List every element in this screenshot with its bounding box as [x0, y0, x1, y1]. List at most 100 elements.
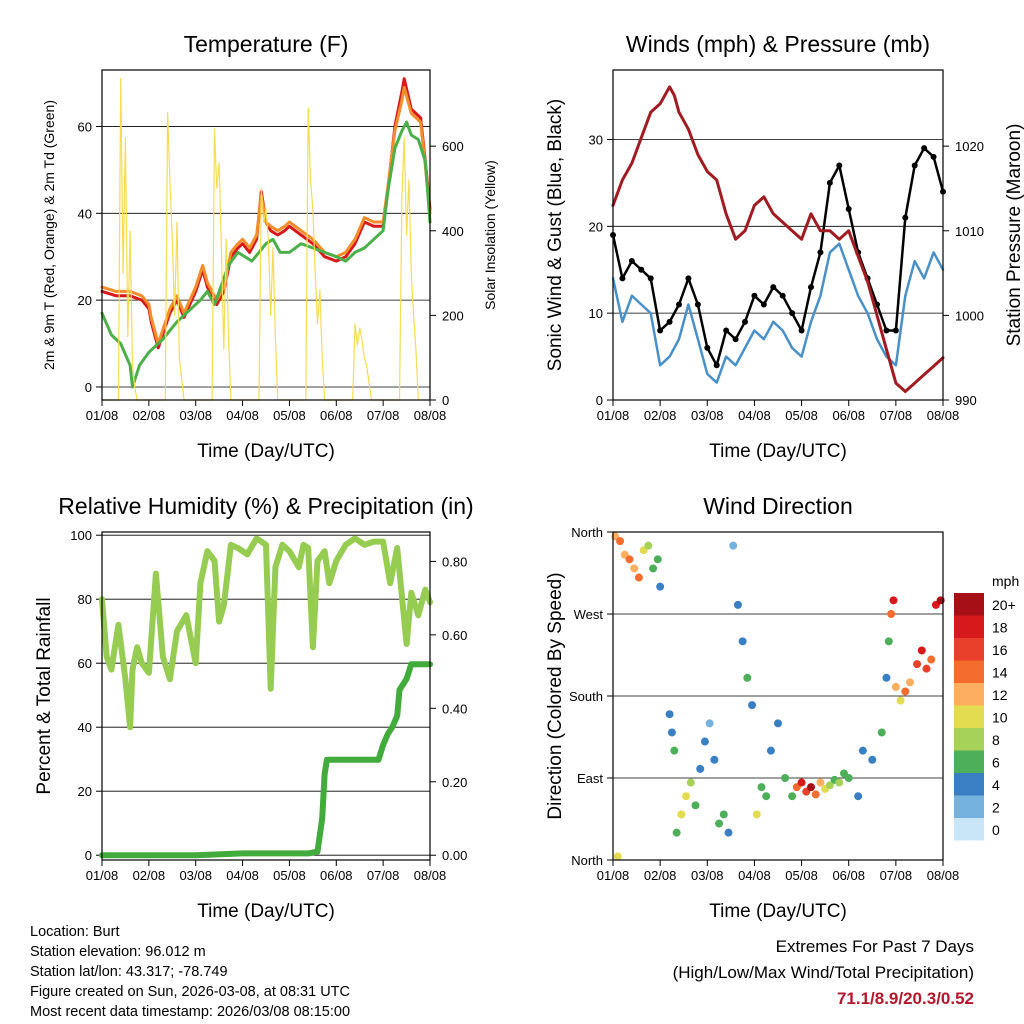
x-tick-label: 08/08 [414, 408, 447, 423]
gust-point [638, 266, 645, 273]
direction-point [884, 637, 893, 646]
plot-frame [612, 531, 944, 861]
chart-title: Relative Humidity (%) & Precipitation (i… [58, 493, 473, 519]
y-axis-label-right: Solar Insolation (Yellow) [482, 160, 498, 310]
gust-point [808, 284, 814, 291]
colorbar-label: 6 [992, 755, 1000, 771]
direction-point [670, 746, 679, 755]
y-tick-label: 40 [78, 720, 92, 735]
x-axis-label: Time (Day/UTC) [709, 901, 847, 922]
gust-point [694, 301, 701, 308]
x-tick-label: 08/08 [927, 408, 960, 423]
series-2m-td [100, 120, 432, 389]
series-relative-humidity [99, 535, 433, 731]
y-right-tick-label: 1000 [955, 308, 984, 323]
direction-point [752, 810, 761, 819]
y-tick-label: 40 [78, 206, 92, 221]
direction-point [882, 673, 891, 682]
x-tick-label: 02/08 [644, 408, 677, 423]
gust-point [789, 310, 796, 317]
y-right-tick-label: 200 [442, 308, 464, 323]
x-tick-label: 08/08 [927, 868, 960, 883]
direction-point [715, 819, 724, 828]
direction-point [807, 783, 815, 792]
plot-frame [101, 531, 431, 861]
location-text: Location: Burt [30, 924, 120, 940]
colorbar-swatch [954, 683, 984, 706]
y-tick-label: 60 [78, 656, 92, 671]
elevation-text: Station elevation: 96.012 m [30, 944, 206, 960]
colorbar-label: 12 [992, 687, 1008, 703]
x-tick-label: 07/08 [880, 868, 913, 883]
x-tick-label: 07/08 [367, 408, 400, 423]
x-tick-label: 02/08 [644, 868, 677, 883]
colorbar-swatch [954, 795, 984, 818]
colorbar-label: 4 [992, 777, 1000, 793]
x-tick-label: 04/08 [226, 408, 259, 423]
gust-point [770, 284, 777, 291]
plot-frame [612, 69, 944, 401]
x-tick-label: 01/08 [597, 868, 630, 883]
colorbar-label: 0 [992, 822, 1000, 838]
direction-point [665, 710, 674, 719]
chart-title: Temperature (F) [184, 31, 349, 57]
extremes-values: 71.1/8.9/20.3/0.52 [836, 989, 974, 1008]
colorbar-swatch [954, 773, 984, 796]
direction-point [719, 810, 728, 819]
station-info: Location: Burt Station elevation: 96.012… [30, 922, 350, 1022]
colorbar-label: 10 [992, 710, 1008, 726]
chart-title: Wind Direction [703, 493, 853, 519]
y-tick-label: 20 [78, 293, 92, 308]
gust-point [713, 362, 720, 369]
direction-point [877, 728, 886, 737]
colorbar-title: mph [992, 573, 1019, 589]
colorbar-label: 20+ [992, 597, 1016, 613]
y-right-tick-label: 0.40 [442, 701, 467, 716]
x-tick-label: 08/08 [414, 868, 447, 883]
direction-point [854, 792, 863, 801]
x-tick-label: 07/08 [367, 868, 400, 883]
y-right-tick-label: 0.00 [442, 848, 467, 863]
x-tick-label: 06/08 [832, 408, 865, 423]
gust-point [902, 214, 909, 221]
y-tick-label: 20 [78, 784, 92, 799]
colorbar-swatch [954, 705, 984, 728]
gust-point [723, 327, 730, 334]
y-axis-label-right: Station Pressure (Maroon) [1004, 124, 1024, 347]
extremes-title: Extremes For Past 7 Days [775, 937, 974, 956]
x-tick-label: 01/08 [597, 408, 630, 423]
y-right-tick-label: 0.80 [442, 554, 467, 569]
x-axis-label: Time (Day/UTC) [709, 441, 847, 462]
direction-point [686, 778, 695, 787]
gust-point [836, 162, 843, 169]
direction-point [613, 852, 622, 861]
y-right-tick-label: 0.60 [442, 628, 467, 643]
y-tick-label: East [577, 771, 603, 786]
direction-point [733, 600, 742, 609]
x-tick-label: 04/08 [738, 408, 771, 423]
colorbar-swatch [954, 660, 984, 683]
direction-point [762, 792, 771, 801]
recent-text: Most recent data timestamp: 2026/03/08 0… [30, 1004, 351, 1020]
series-solar-insolation [101, 77, 419, 401]
latlon-text: Station lat/lon: 43.317; -78.749 [30, 964, 228, 980]
colorbar-swatch [954, 638, 984, 661]
direction-point [667, 728, 676, 737]
x-tick-label: 01/08 [86, 868, 119, 883]
direction-point [825, 781, 834, 790]
gust-point [845, 205, 852, 212]
direction-point [700, 737, 709, 746]
y-right-tick-label: 0.20 [442, 775, 467, 790]
x-tick-label: 05/08 [273, 408, 306, 423]
gust-point [760, 301, 767, 308]
y-tick-label: 0 [596, 393, 603, 408]
extremes-subtitle: (High/Low/Max Wind/Total Precipitation) [672, 963, 974, 982]
series-gust [611, 146, 945, 367]
direction-point [738, 637, 747, 646]
y-axis-label: Sonic Wind & Gust (Blue, Black) [545, 99, 566, 371]
y-right-tick-label: 400 [442, 224, 464, 239]
gust-point [779, 292, 786, 299]
direction-point [757, 783, 766, 792]
direction-point [653, 555, 662, 564]
